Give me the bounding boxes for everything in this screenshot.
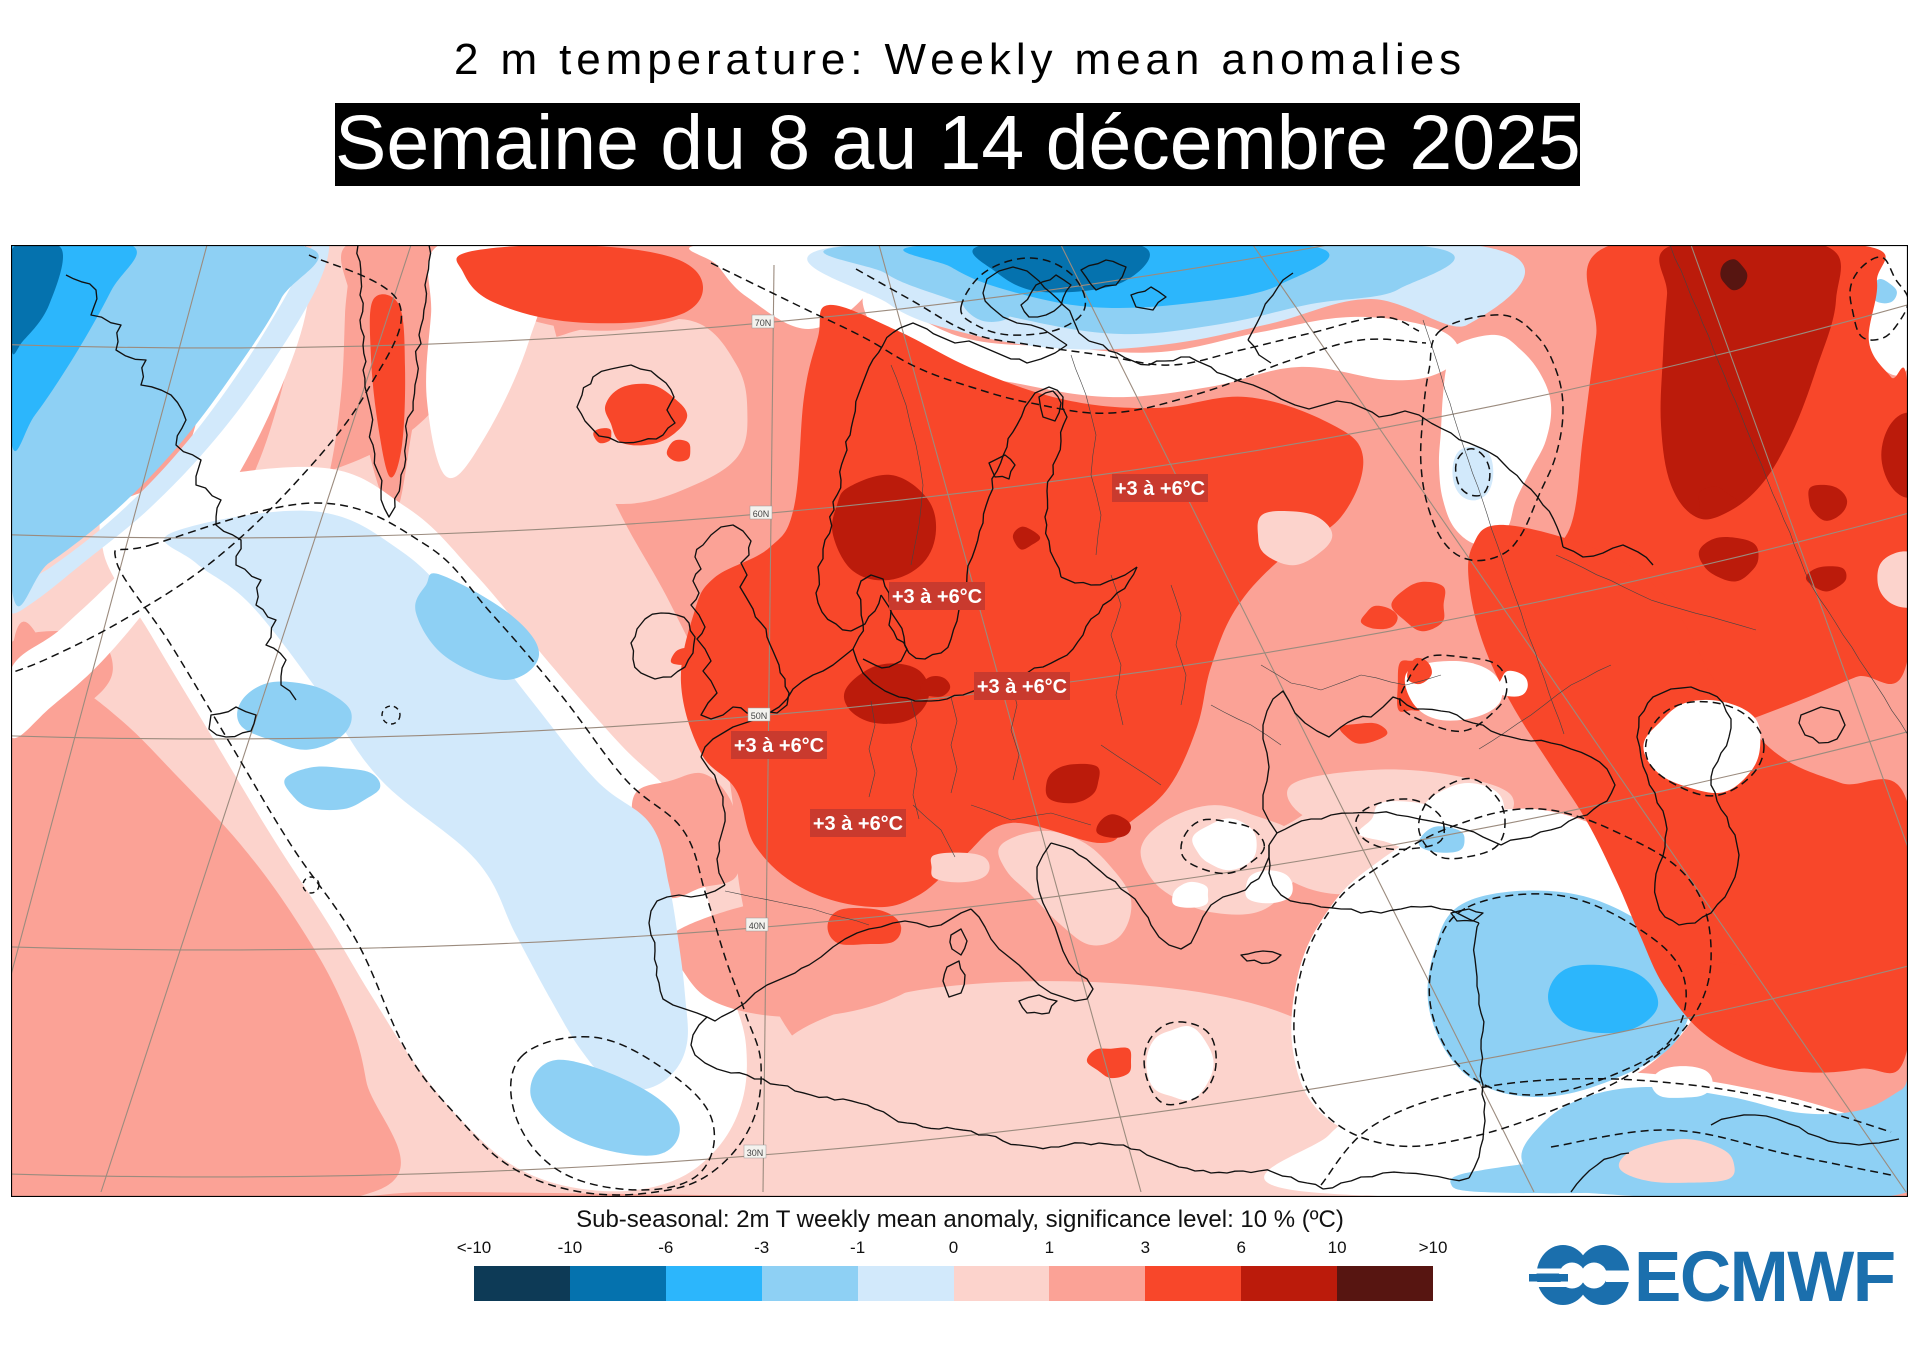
svg-text:+3 à +6°C: +3 à +6°C xyxy=(734,735,824,757)
svg-text:+3 à +6°C: +3 à +6°C xyxy=(977,676,1067,698)
svg-text:40N: 40N xyxy=(749,921,766,931)
svg-text:60N: 60N xyxy=(753,509,770,519)
svg-text:+3 à +6°C: +3 à +6°C xyxy=(813,813,903,835)
svg-text:70N: 70N xyxy=(755,318,772,328)
svg-text:ECMWF: ECMWF xyxy=(1634,1238,1895,1317)
svg-text:30N: 30N xyxy=(747,1148,764,1158)
svg-text:50N: 50N xyxy=(751,711,768,721)
svg-text:+3 à +6°C: +3 à +6°C xyxy=(892,586,982,608)
svg-text:+3 à +6°C: +3 à +6°C xyxy=(1115,478,1205,500)
